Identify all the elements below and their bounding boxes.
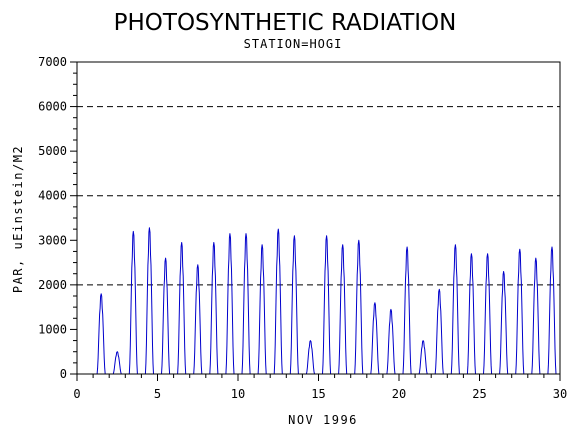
y-tick-label: 6000	[38, 100, 67, 114]
reference-lines	[77, 106, 560, 286]
x-tick-label: 20	[392, 387, 406, 401]
y-tick-label: 3000	[38, 233, 67, 247]
x-tick-label: 30	[553, 387, 567, 401]
x-tick-label: 0	[73, 387, 80, 401]
chart-title: PHOTOSYNTHETIC RADIATION	[114, 10, 457, 36]
x-tick-label: 5	[154, 387, 161, 401]
chart-subtitle: STATION=HOGI	[244, 37, 343, 51]
series-layer	[93, 227, 560, 375]
y-axis: 0 1000 2000 3000 4000 5000 6000 7000	[38, 55, 77, 381]
x-tick-label: 25	[472, 387, 486, 401]
y-tick-label: 5000	[38, 144, 67, 158]
y-tick-label: 7000	[38, 55, 67, 69]
y-tick-label: 2000	[38, 278, 67, 292]
x-axis: 0 5 10 15 20 25 30	[73, 374, 567, 401]
x-axis-label: NOV 1996	[288, 413, 358, 427]
x-tick-label: 15	[311, 387, 325, 401]
y-tick-label: 0	[60, 367, 67, 381]
series-line	[93, 227, 560, 375]
plot-frame	[76, 61, 561, 375]
x-tick-label: 10	[231, 387, 245, 401]
y-tick-label: 1000	[38, 322, 67, 336]
y-axis-label: PAR, uEinstein/M2	[11, 145, 25, 293]
y-tick-label: 4000	[38, 189, 67, 203]
